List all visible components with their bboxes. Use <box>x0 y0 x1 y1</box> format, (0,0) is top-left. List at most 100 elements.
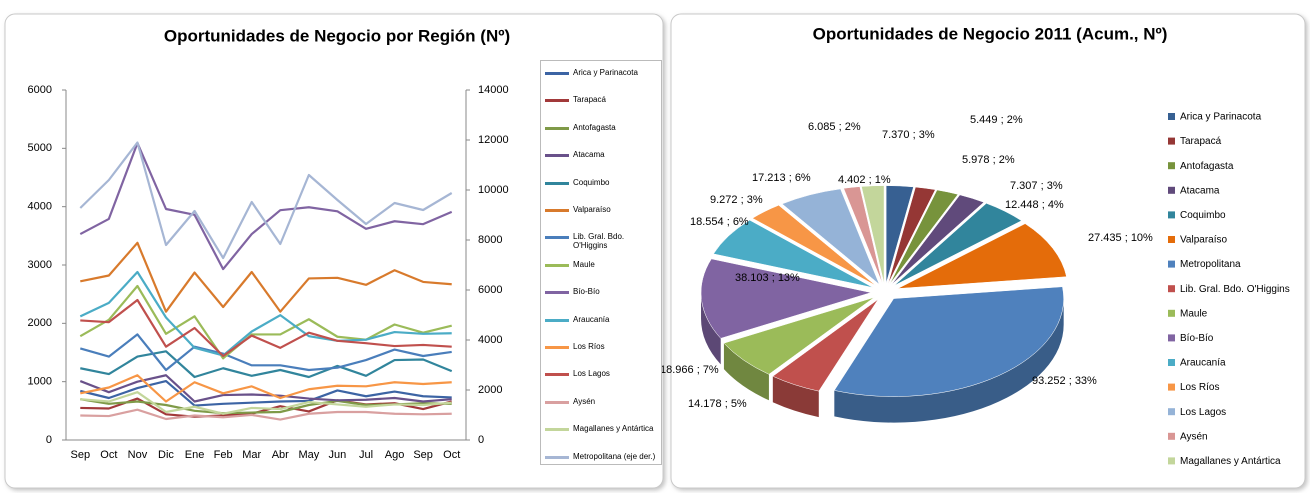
x-tick-label: Sep <box>413 449 433 461</box>
slice-side <box>701 292 721 365</box>
legend: Arica y Parinacota Tarapacá Antofagasta Ata… <box>540 60 662 465</box>
legend-item: Bío-Bío <box>545 287 659 296</box>
series-line <box>80 391 452 415</box>
legend-item: Magallanes y Antártica <box>545 424 659 433</box>
legend-swatch <box>545 209 569 212</box>
y-tick-label: 2000 <box>28 317 52 329</box>
legend-item: Araucanía <box>545 315 659 324</box>
legend-swatch <box>545 455 569 459</box>
legend-label: Arica y Parinacota <box>573 68 638 77</box>
legend-label: Araucanía <box>573 314 610 324</box>
y2-tick-label: 4000 <box>478 334 502 346</box>
legend-item: Coquimbo <box>545 178 659 187</box>
x-tick-label: Feb <box>214 449 233 461</box>
series-line <box>79 270 452 357</box>
x-tick-label: May <box>298 449 319 461</box>
legend-swatch <box>1168 432 1175 440</box>
data-label: 17.213 ; 6% <box>752 172 811 184</box>
x-tick-label: Jul <box>359 449 373 461</box>
legend-swatch <box>1168 383 1175 391</box>
series-line <box>80 241 452 313</box>
x-tick-label: Abr <box>272 449 289 461</box>
legend-swatch <box>545 126 569 130</box>
y-tick-label: 0 <box>46 434 52 446</box>
legend-label: Aysén <box>1180 431 1208 442</box>
legend-item: Aysén <box>545 397 659 406</box>
data-label: 5.978 ; 2% <box>962 154 1015 166</box>
legend-label: Atacama <box>1180 185 1220 196</box>
legend-item: Los Lagos <box>545 369 659 378</box>
legend-swatch <box>1168 408 1175 416</box>
legend-swatch <box>545 318 569 322</box>
series-line <box>80 298 452 358</box>
legend-swatch <box>1168 285 1175 293</box>
legend-label: Los Ríos <box>1180 382 1219 393</box>
legend-label: Araucanía <box>1180 358 1226 369</box>
data-label: 18.554 ; 6% <box>690 216 749 228</box>
y2-tick-label: 14000 <box>478 84 509 96</box>
legend-swatch <box>1168 113 1175 120</box>
legend-label: Atacama <box>573 150 605 160</box>
data-label: 14.178 ; 5% <box>688 398 747 410</box>
data-label: 93.252 ; 33% <box>1032 375 1097 387</box>
legend-label: Los Ríos <box>573 342 605 351</box>
legend-label: Metropolitana <box>1180 259 1241 270</box>
series-line <box>79 284 452 360</box>
data-label: 9.272 ; 3% <box>710 194 763 206</box>
chart-title: Oportunidades de Negocio 2011 (Acum., Nº… <box>813 24 1168 43</box>
slice <box>861 185 885 284</box>
legend-label: Los Lagos <box>1180 407 1226 418</box>
legend-swatch <box>1168 162 1175 170</box>
x-tick-label: Ene <box>185 449 205 461</box>
x-tick-label: Ago <box>385 449 405 461</box>
legend-label: Maule <box>1180 308 1208 319</box>
legend-item: Metropolitana (eje der.) <box>545 452 659 461</box>
legend-label: Coquimbo <box>1180 210 1226 221</box>
legend-swatch <box>1168 186 1175 194</box>
y2-tick-label: 0 <box>478 434 484 446</box>
x-tick-label: Mar <box>242 449 261 461</box>
y2-tick-label: 8000 <box>478 234 502 246</box>
slice <box>781 188 880 285</box>
legend-label: Metropolitana (eje der.) <box>573 451 656 461</box>
legend-label: Aysén <box>573 396 596 406</box>
series-line <box>79 333 452 372</box>
data-label: 12.448 ; 4% <box>1005 199 1064 211</box>
series-line <box>80 374 452 403</box>
legend-label: Bío-Bío <box>573 287 600 297</box>
legend-item: Valparaíso <box>545 205 659 214</box>
slice <box>713 219 874 288</box>
chart-title: Oportunidades de Negocio por Región (Nº) <box>164 26 510 45</box>
legend-label: Los Lagos <box>573 369 610 379</box>
y-tick-label: 4000 <box>28 201 52 213</box>
legend-item: Antofagasta <box>545 123 659 132</box>
legend-swatch <box>545 291 569 295</box>
legend-label: Tarapacá <box>573 95 606 105</box>
legend-swatch <box>1168 236 1175 243</box>
legend-label: Coquimbo <box>573 177 610 187</box>
legend-swatch <box>545 99 569 103</box>
legend-item: Arica y Parinacota <box>545 68 659 77</box>
data-label: 5.449 ; 2% <box>970 114 1023 126</box>
data-label: 7.370 ; 3% <box>882 129 935 141</box>
y-tick-label: 5000 <box>28 142 52 154</box>
legend-label: Antofagasta <box>573 122 616 132</box>
legend-label: Antofagasta <box>1180 161 1234 172</box>
legend-swatch <box>1168 334 1175 342</box>
legend-swatch <box>1168 359 1175 366</box>
legend-item: Tarapacá <box>545 95 659 104</box>
data-label: 6.085 ; 2% <box>808 121 861 133</box>
series-line <box>80 408 452 421</box>
series-line <box>79 141 453 260</box>
legend-swatch <box>545 236 569 240</box>
legend-swatch <box>545 72 569 75</box>
legend-swatch <box>545 373 569 377</box>
x-tick-label: Oct <box>443 449 460 461</box>
slice <box>772 299 879 392</box>
legend-label: Arica y Parinacota <box>1180 112 1262 123</box>
legend-swatch <box>1168 457 1175 465</box>
data-label: 7.307 ; 3% <box>1010 180 1063 192</box>
legend-swatch <box>1168 137 1175 145</box>
x-tick-label: Oct <box>100 449 117 461</box>
